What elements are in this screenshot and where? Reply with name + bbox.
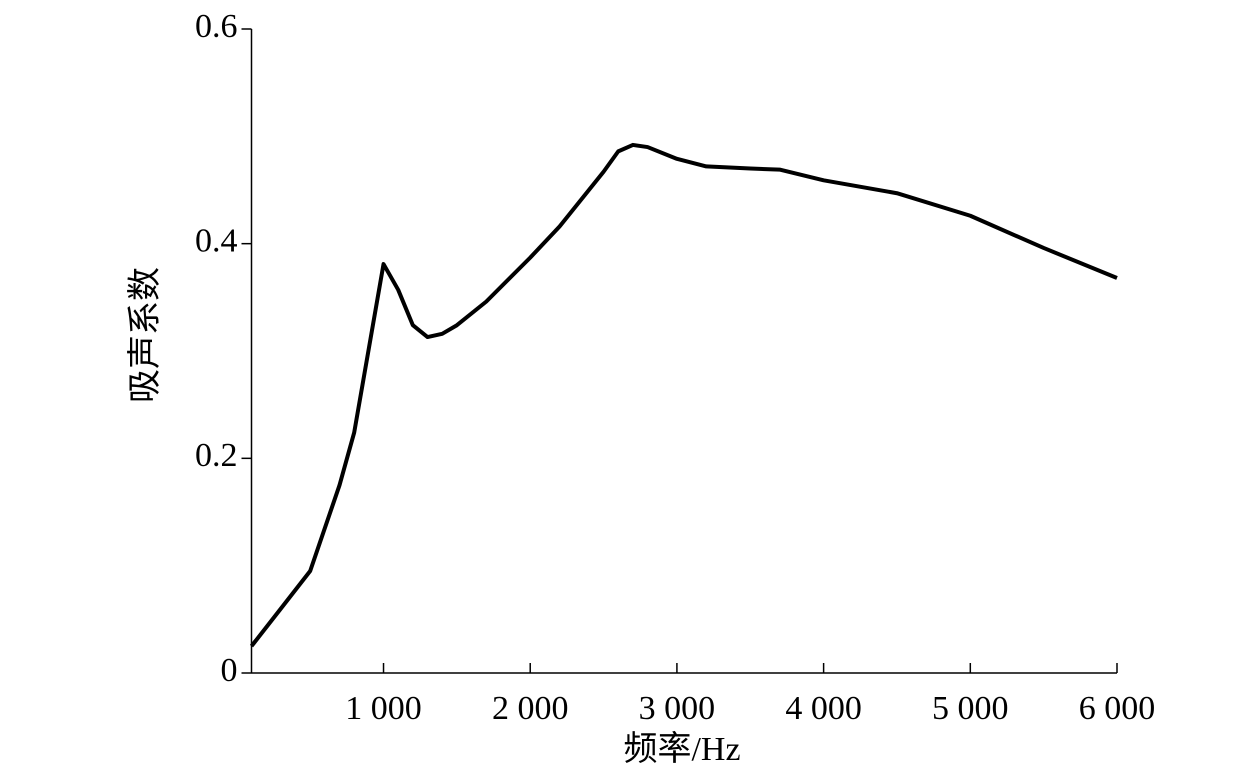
x-tick-label: 1 000 bbox=[345, 690, 422, 727]
x-tick-label: 3 000 bbox=[639, 690, 716, 727]
x-tick-label: 4 000 bbox=[785, 690, 862, 727]
x-tick-label: 5 000 bbox=[932, 690, 1009, 727]
y-tick-label: 0.6 bbox=[195, 8, 238, 45]
x-tick-label: 6 000 bbox=[1079, 690, 1156, 727]
y-tick-label: 0.4 bbox=[195, 222, 238, 259]
data-line bbox=[249, 142, 1118, 648]
x-axis-label: 频率/Hz bbox=[623, 730, 740, 768]
x-tick-label: 2 000 bbox=[492, 690, 569, 727]
y-tick-label: 0.2 bbox=[195, 437, 238, 474]
y-tick-label: 0 bbox=[221, 652, 238, 689]
y-axis-label: 吸声系数 bbox=[126, 267, 164, 403]
